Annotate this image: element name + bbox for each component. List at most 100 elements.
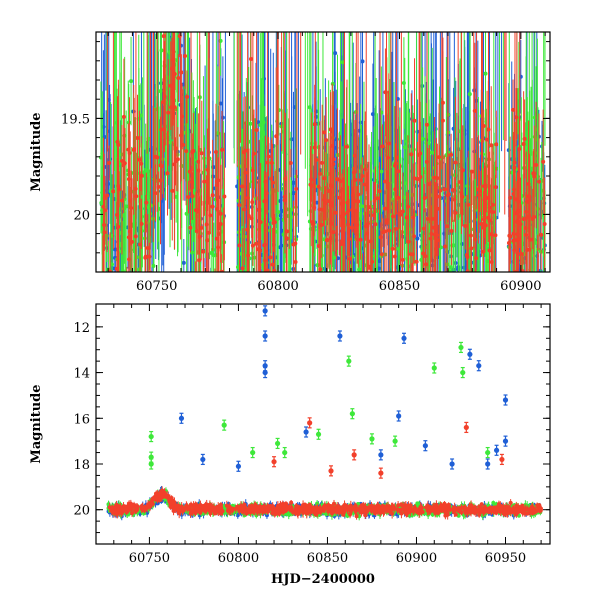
data-point-red xyxy=(194,229,199,234)
data-point-red xyxy=(414,259,419,264)
data-point-red xyxy=(258,220,263,225)
data-point-red xyxy=(346,222,351,227)
data-point-red xyxy=(119,198,124,203)
data-point-blue xyxy=(333,51,338,56)
data-point-red xyxy=(161,34,166,39)
outlier-point-blue xyxy=(262,308,268,314)
data-point-red xyxy=(311,222,316,227)
x-tick-label: 60800 xyxy=(257,279,298,294)
data-point-red xyxy=(429,231,434,236)
data-point-red xyxy=(181,142,186,147)
data-point-red xyxy=(165,171,170,176)
data-point-red xyxy=(468,233,473,238)
data-point-red xyxy=(453,160,458,165)
data-point-red xyxy=(184,149,189,154)
data-point-blue xyxy=(415,236,420,241)
data-point-green xyxy=(332,255,337,260)
data-point-red xyxy=(521,217,526,222)
data-point-red xyxy=(333,210,338,215)
outlier-point-blue xyxy=(235,463,242,469)
data-point-green xyxy=(168,140,173,145)
data-point-red xyxy=(358,178,363,183)
data-point-red xyxy=(474,256,479,261)
data-point-green xyxy=(250,251,255,256)
data-point-red xyxy=(284,236,289,241)
data-point-red xyxy=(185,94,190,99)
data-point-red xyxy=(137,157,142,162)
data-point-green xyxy=(121,213,126,218)
top-y-axis-title: Magnitude xyxy=(29,112,44,191)
data-point-red xyxy=(294,186,299,191)
data-point-red xyxy=(329,184,334,189)
data-point-green xyxy=(448,265,453,270)
data-point-red xyxy=(309,177,314,182)
data-point-red xyxy=(511,107,516,112)
data-point-blue xyxy=(218,101,223,106)
outlier-point-blue xyxy=(449,461,455,467)
data-point-red xyxy=(515,232,520,237)
data-point-red xyxy=(220,147,225,152)
data-point-red xyxy=(324,238,329,243)
data-point-red xyxy=(489,143,494,148)
data-point-red xyxy=(410,252,415,257)
data-point-blue xyxy=(181,260,186,265)
data-point-green xyxy=(340,60,345,65)
outlier-point-blue xyxy=(396,413,402,419)
data-point-red xyxy=(250,243,255,248)
data-point-red xyxy=(415,176,420,181)
data-point-red xyxy=(246,253,251,258)
data-point-red xyxy=(377,189,382,194)
data-point-blue xyxy=(360,59,365,64)
data-point-red xyxy=(245,227,250,232)
outlier-point-blue xyxy=(337,333,343,339)
data-point-green xyxy=(158,89,163,94)
data-point-red xyxy=(423,254,428,259)
data-point-red xyxy=(386,141,391,146)
outlier-point-blue xyxy=(493,447,500,453)
data-point-green xyxy=(330,81,335,86)
data-point-red xyxy=(201,249,206,254)
data-point-red xyxy=(380,144,385,149)
data-point-red xyxy=(516,199,521,204)
data-point-red xyxy=(264,249,269,254)
data-point-red xyxy=(443,244,448,249)
data-point-green xyxy=(151,263,156,268)
data-point-green xyxy=(430,150,435,155)
data-point-red xyxy=(382,229,387,234)
data-point-red xyxy=(481,249,486,254)
data-point-red xyxy=(371,213,376,218)
data-point-red xyxy=(144,200,149,205)
data-point-red xyxy=(249,56,254,61)
data-point-red xyxy=(272,268,277,272)
data-point-red xyxy=(404,215,409,220)
data-point-red xyxy=(186,195,191,200)
data-point-red xyxy=(126,147,131,152)
data-point-red xyxy=(375,196,380,201)
data-point-red xyxy=(262,199,267,204)
data-point-red xyxy=(322,197,327,202)
data-point-red xyxy=(449,228,454,233)
data-point-red xyxy=(387,228,392,233)
data-point-green xyxy=(129,79,134,84)
data-point-red xyxy=(370,259,375,264)
data-point-blue xyxy=(370,112,375,117)
data-point-red xyxy=(345,210,350,215)
data-point-red xyxy=(449,152,454,157)
data-point-red xyxy=(183,53,188,58)
data-point-red xyxy=(117,187,122,192)
data-point-red xyxy=(271,216,276,221)
top-tick-labels: 60750 60800 60850 60900 19.5 20 xyxy=(61,112,541,294)
data-point-red xyxy=(469,169,474,174)
data-point-red xyxy=(174,146,179,151)
data-point-red xyxy=(493,233,498,238)
data-point-red xyxy=(133,234,138,239)
data-point-red xyxy=(322,130,327,135)
outlier-point-blue xyxy=(476,363,482,369)
data-point-red xyxy=(478,189,483,194)
data-point-red xyxy=(409,152,414,157)
data-point-red xyxy=(373,222,378,227)
data-point-red xyxy=(237,243,242,248)
data-point-red xyxy=(222,194,227,199)
data-point-red xyxy=(519,251,524,256)
data-point-red xyxy=(197,258,202,263)
